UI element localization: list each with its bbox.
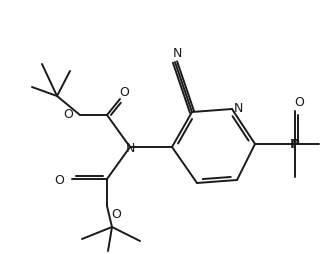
Text: O: O (119, 85, 129, 98)
Text: O: O (63, 108, 73, 121)
Text: N: N (234, 101, 243, 114)
Text: N: N (172, 46, 182, 59)
Text: O: O (111, 208, 121, 221)
Text: N: N (125, 141, 135, 154)
Text: P: P (290, 138, 300, 151)
Text: O: O (294, 96, 304, 109)
Text: O: O (54, 173, 64, 186)
